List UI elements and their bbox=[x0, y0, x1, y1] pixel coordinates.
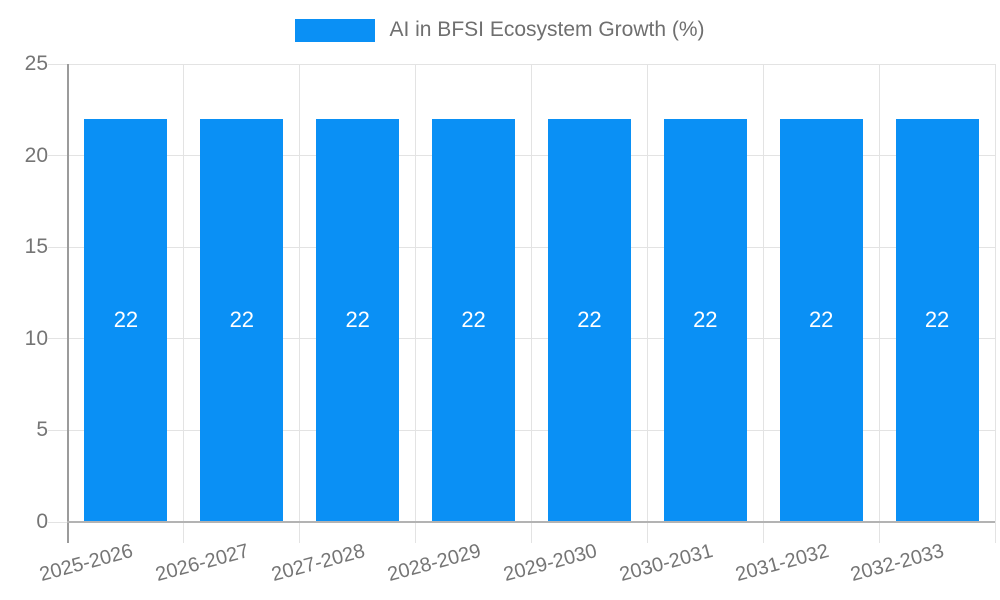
bar[interactable] bbox=[779, 118, 863, 522]
bar[interactable] bbox=[432, 118, 516, 522]
x-gridline bbox=[762, 64, 764, 543]
x-gridline bbox=[994, 64, 996, 543]
bar[interactable] bbox=[316, 118, 400, 522]
bar-value-label: 22 bbox=[808, 307, 834, 333]
legend: AI in BFSI Ecosystem Growth (%) bbox=[0, 18, 1000, 42]
x-axis-tick-label: 2032-2033 bbox=[848, 540, 947, 587]
y-axis-tick-label: 0 bbox=[36, 510, 48, 533]
x-axis-tick-label: 2028-2029 bbox=[385, 540, 484, 587]
bar[interactable] bbox=[547, 118, 631, 522]
bar[interactable] bbox=[663, 118, 747, 522]
bar-value-label: 22 bbox=[229, 307, 255, 333]
x-gridline bbox=[878, 64, 880, 543]
x-axis-tick-label: 2026-2027 bbox=[153, 540, 252, 587]
bar-value-label: 22 bbox=[345, 307, 370, 333]
y-gridline bbox=[48, 155, 995, 157]
x-axis-tick-label: 2030-2031 bbox=[616, 540, 716, 587]
x-axis-tick-label: 2025-2026 bbox=[37, 540, 136, 587]
x-gridline bbox=[531, 64, 532, 543]
y-axis-line bbox=[67, 64, 69, 543]
y-axis-tick-label: 20 bbox=[24, 143, 48, 167]
bar-value-label: 22 bbox=[113, 307, 139, 333]
legend-swatch bbox=[295, 18, 376, 42]
y-axis-tick-label: 25 bbox=[24, 52, 48, 75]
x-gridline bbox=[646, 64, 648, 543]
bar-value-label: 22 bbox=[924, 307, 950, 333]
y-gridline bbox=[48, 429, 995, 431]
bar[interactable] bbox=[895, 118, 979, 522]
x-axis-baseline bbox=[67, 521, 995, 523]
bar-value-label: 22 bbox=[461, 307, 486, 333]
x-gridline bbox=[299, 64, 301, 543]
y-axis-tick-label: 15 bbox=[24, 235, 48, 259]
bar[interactable] bbox=[84, 118, 168, 522]
legend-series-label: AI in BFSI Ecosystem Growth (%) bbox=[389, 18, 705, 41]
x-axis-tick-label: 2027-2028 bbox=[269, 540, 368, 587]
x-axis-tick-label: 2029-2030 bbox=[501, 540, 600, 587]
y-tick bbox=[48, 521, 68, 523]
y-gridline bbox=[48, 246, 995, 248]
bar[interactable] bbox=[200, 118, 284, 522]
x-gridline bbox=[415, 64, 417, 543]
y-gridline bbox=[48, 338, 995, 340]
bar-value-label: 22 bbox=[693, 307, 718, 333]
bar-value-label: 22 bbox=[577, 307, 602, 333]
y-gridline bbox=[48, 63, 995, 65]
x-gridline bbox=[183, 64, 185, 543]
y-axis-tick-label: 5 bbox=[36, 418, 48, 442]
y-axis-tick-label: 10 bbox=[24, 326, 48, 350]
x-axis-tick-label: 2031-2032 bbox=[732, 540, 831, 587]
